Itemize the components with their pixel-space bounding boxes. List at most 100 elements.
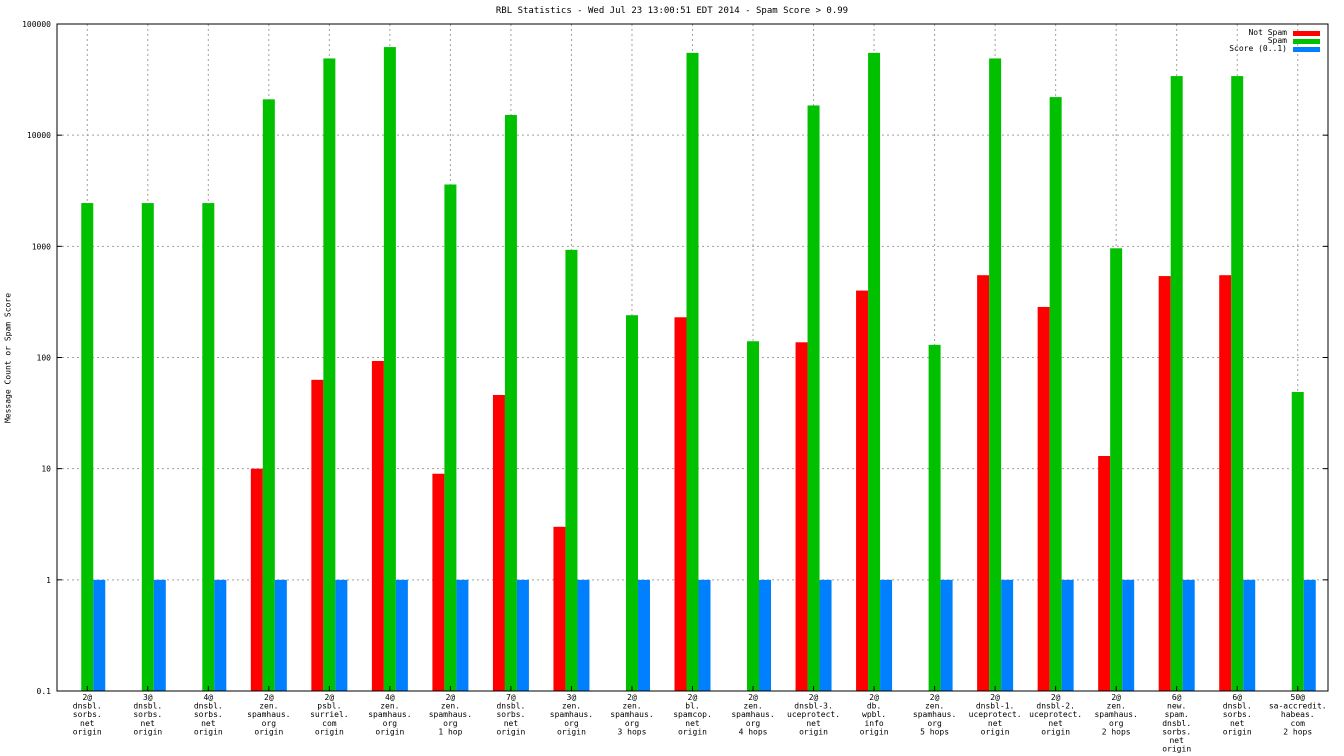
- bar-spam: [1291, 391, 1304, 691]
- category-labels: 2@ dnsbl. sorbs. net origin 3@ dnsbl. sorbs. net…: [73, 693, 1327, 754]
- bar-score-0-1: [1001, 579, 1014, 691]
- bar-spam: [262, 99, 275, 691]
- bar-score-0-1: [880, 579, 893, 691]
- bar-score-0-1: [637, 579, 650, 691]
- bar-score-0-1: [1303, 579, 1316, 691]
- bar-score-0-1: [1122, 579, 1135, 691]
- x-category-label: 6@ new. spam. dnsbl. sorbs. net origin: [1162, 693, 1191, 754]
- legend-item-not-spam: Not Spam: [1229, 29, 1320, 37]
- bar-not-spam: [1219, 275, 1232, 691]
- x-category-label: 3@ zen. spamhaus. org origin: [550, 693, 593, 736]
- bar-spam: [323, 58, 336, 691]
- x-category-label: 7@ dnsbl. sorbs. net origin: [496, 693, 525, 736]
- y-tick-label: 1000: [32, 242, 51, 251]
- bar-spam: [686, 52, 699, 691]
- y-tick-label: 100: [37, 354, 52, 363]
- legend-label-spam: Spam: [1267, 36, 1287, 45]
- x-category-label: 2@ dnsbl-3. uceprotect. net origin: [787, 693, 840, 736]
- x-category-label: 2@ zen. spamhaus. org 3 hops: [610, 693, 653, 736]
- legend: Not Spam Spam Score (0..1): [1229, 29, 1320, 53]
- bar-not-spam: [432, 473, 445, 691]
- bar-not-spam: [1098, 455, 1111, 691]
- y-tick-label: 10: [41, 465, 51, 474]
- x-category-label: 2@ zen. spamhaus. org 2 hops: [1094, 693, 1137, 736]
- bar-score-0-1: [153, 579, 166, 691]
- legend-swatch-spam: [1293, 38, 1320, 44]
- bar-score-0-1: [1061, 579, 1074, 691]
- bar-not-spam: [371, 361, 384, 691]
- y-tick-label: 1: [46, 576, 51, 585]
- legend-label-not-spam: Not Spam: [1248, 28, 1287, 37]
- x-category-label: 4@ zen. spamhaus. org origin: [368, 693, 411, 736]
- bar-not-spam: [492, 394, 505, 691]
- bar-score-0-1: [577, 579, 590, 691]
- x-category-label: 4@ dnsbl. sorbs. net origin: [194, 693, 223, 736]
- bar-spam: [1170, 76, 1183, 691]
- bar-not-spam: [1158, 276, 1171, 691]
- bar-spam: [1049, 97, 1062, 691]
- bar-not-spam: [977, 275, 990, 691]
- bar-score-0-1: [940, 579, 953, 691]
- x-category-label: 2@ zen. spamhaus. org 4 hops: [731, 693, 774, 736]
- bar-spam: [807, 105, 820, 692]
- x-category-label: 2@ dnsbl-1. uceprotect. net origin: [969, 693, 1022, 736]
- bar-spam: [625, 315, 638, 691]
- bar-not-spam: [795, 342, 808, 691]
- bar-score-0-1: [1243, 579, 1256, 691]
- x-category-label: 2@ db. wpbl. info origin: [860, 693, 889, 736]
- y-axis-label: Message Count or Spam Score: [3, 292, 13, 424]
- x-category-label: 2@ zen. spamhaus. org origin: [247, 693, 290, 736]
- x-category-label: 2@ bl. spamcop. net origin: [673, 693, 712, 736]
- ticks-layer: 0.1 1 10 100 1000 10000 100000: [22, 20, 1328, 696]
- y-tick-label: 100000: [22, 20, 51, 29]
- bar-spam: [444, 184, 457, 692]
- x-category-label: 3@ dnsbl. sorbs. net origin: [133, 693, 162, 736]
- bar-score-0-1: [819, 579, 832, 691]
- bar-score-0-1: [214, 579, 227, 691]
- bar-score-0-1: [1182, 579, 1195, 691]
- legend-label-score: Score (0..1): [1229, 44, 1287, 53]
- bar-not-spam: [674, 317, 687, 691]
- legend-item-spam: Spam: [1229, 37, 1320, 45]
- bar-not-spam: [553, 526, 566, 691]
- bar-spam: [81, 203, 94, 691]
- x-category-label: 2@ zen. spamhaus. org 5 hops: [913, 693, 956, 736]
- bar-score-0-1: [698, 579, 711, 691]
- bar-score-0-1: [759, 579, 772, 691]
- bar-score-0-1: [395, 579, 408, 691]
- bar-not-spam: [250, 468, 263, 691]
- x-category-label: 2@ psbl. surriel. com origin: [310, 693, 349, 736]
- legend-item-score: Score (0..1): [1229, 45, 1320, 53]
- x-category-label: 2@ dnsbl-2. uceprotect. net origin: [1029, 693, 1082, 736]
- bar-score-0-1: [335, 579, 348, 691]
- bar-not-spam: [856, 290, 869, 691]
- bar-spam: [565, 249, 578, 691]
- chart-title: RBL Statistics - Wed Jul 23 13:00:51 EDT…: [495, 6, 849, 16]
- y-tick-label: 10000: [27, 131, 51, 140]
- bar-score-0-1: [456, 579, 469, 691]
- bar-spam: [989, 58, 1002, 691]
- x-category-label: 6@ dnsbl. sorbs. net origin: [1223, 693, 1252, 736]
- bar-score-0-1: [274, 579, 287, 691]
- bar-not-spam: [1037, 306, 1050, 691]
- x-category-label: 2@ zen. spamhaus. org 1 hop: [429, 693, 472, 736]
- bar-spam: [1231, 76, 1244, 691]
- bars-layer: [81, 47, 1316, 692]
- bar-not-spam: [311, 379, 324, 691]
- bar-spam: [504, 114, 517, 691]
- bar-spam: [868, 52, 881, 691]
- x-category-label: 50@ sa-accredit. habeas. com 2 hops: [1269, 693, 1327, 736]
- x-category-label: 2@ dnsbl. sorbs. net origin: [73, 693, 102, 736]
- bar-spam: [747, 341, 760, 691]
- legend-swatch-score: [1293, 46, 1320, 52]
- bar-spam: [928, 344, 941, 691]
- bar-score-0-1: [93, 579, 106, 691]
- legend-swatch-not-spam: [1293, 30, 1320, 36]
- bar-spam: [1110, 248, 1123, 691]
- bar-spam: [141, 203, 154, 691]
- bar-spam: [202, 203, 215, 691]
- bar-spam: [383, 47, 396, 692]
- y-tick-label: 0.1: [37, 687, 52, 696]
- bar-score-0-1: [516, 579, 529, 691]
